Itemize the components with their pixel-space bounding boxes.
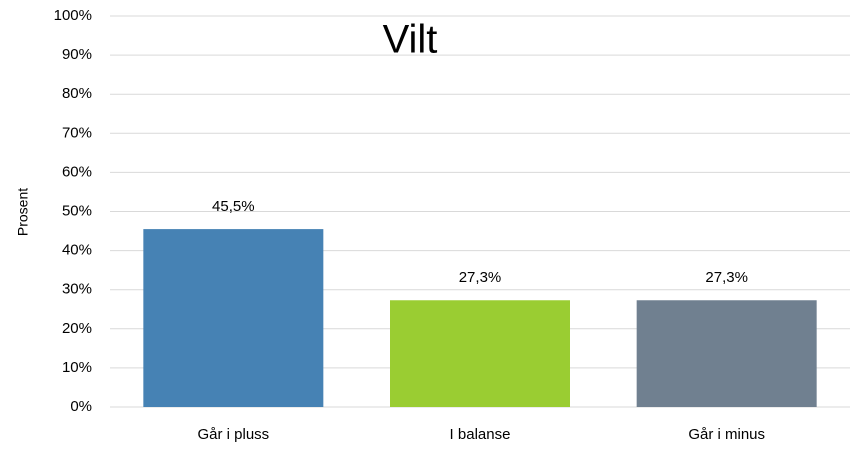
value-label: 27,3%	[459, 269, 502, 286]
y-tick-label: 90%	[62, 46, 92, 63]
x-tick-label: Går i minus	[688, 426, 765, 443]
bar	[390, 300, 570, 407]
y-tick-label: 10%	[62, 359, 92, 376]
y-tick-label: 30%	[62, 281, 92, 298]
y-tick-label: 0%	[70, 398, 92, 415]
y-axis-label: Prosent	[15, 188, 31, 236]
x-tick-label: Går i pluss	[197, 426, 269, 443]
y-tick-label: 80%	[62, 85, 92, 102]
y-tick-label: 20%	[62, 320, 92, 337]
value-label: 27,3%	[705, 269, 748, 286]
y-tick-label: 50%	[62, 202, 92, 219]
bar	[636, 300, 817, 407]
value-label: 45,5%	[212, 198, 255, 215]
y-tick-label: 40%	[62, 242, 92, 259]
y-tick-label: 100%	[54, 7, 92, 24]
y-tick-label: 70%	[62, 124, 92, 141]
y-tick-label: 60%	[62, 163, 92, 180]
bar	[143, 229, 324, 407]
x-tick-label: I balanse	[450, 426, 511, 443]
chart-title: Vilt	[383, 18, 438, 62]
